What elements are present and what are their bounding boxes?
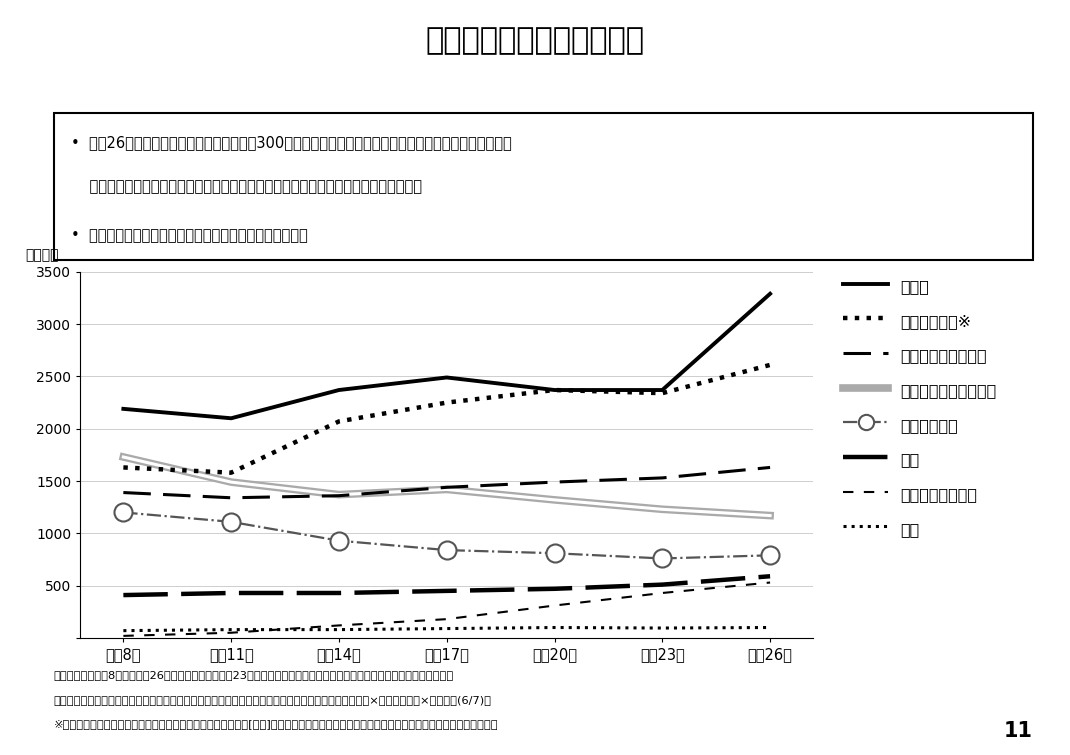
Text: •  骨折、アルツハイマー病が増加傾向で、肺炎は横ばい。: • 骨折、アルツハイマー病が増加傾向で、肺炎は横ばい。 [71, 228, 308, 243]
Text: （千人）: （千人） [26, 248, 59, 263]
Text: ※「統合失調症，統合失調症型障害及び妄想性障害」、「気分[感情]障害」と「神経症性障害，ストレス関連障害及び身体表現性障害」の合計: ※「統合失調症，統合失調症型障害及び妄想性障害」、「気分[感情]障害」と「神経症… [54, 719, 499, 729]
Text: 傷病別総患者数の年次推移: 傷病別総患者数の年次推移 [426, 26, 644, 55]
Text: 神経症性障害等の合計）、悪性新生物（がん）、脳血管疾患、虚血性心疾患が続く。: 神経症性障害等の合計）、悪性新生物（がん）、脳血管疾患、虚血性心疾患が続く。 [71, 180, 423, 195]
Legend: 糖尿病, 主な精神疾患※, 悪性新生物（がん）, 脳血管疾患（脳卒中）, 虚血性心疾患, 骨折, アルツハイマー病, 肺炎: 糖尿病, 主な精神疾患※, 悪性新生物（がん）, 脳血管疾患（脳卒中）, 虚血性… [843, 276, 997, 538]
Text: 11: 11 [1004, 722, 1033, 741]
Text: ・患者調査（平成8年から平成26年）を元に作成。平成23年は宮城県の石巻医療圏、気仙沼医療圏及び福島県を除いた数値。: ・患者調査（平成8年から平成26年）を元に作成。平成23年は宮城県の石巻医療圏、… [54, 670, 454, 680]
Text: ・総患者数は、次の式により算出する推計（総患者数＝入院患者数＋初診外来患者数＋再来外来患者数×平均診療間隔×調整係数(6/7)）: ・総患者数は、次の式により算出する推計（総患者数＝入院患者数＋初診外来患者数＋再… [54, 695, 491, 704]
Text: •  平成26年の総患者数としては、糖尿病が300万人と推計され、主な精神疾患（統合失調症、気分障害、: • 平成26年の総患者数としては、糖尿病が300万人と推計され、主な精神疾患（統… [71, 135, 511, 150]
